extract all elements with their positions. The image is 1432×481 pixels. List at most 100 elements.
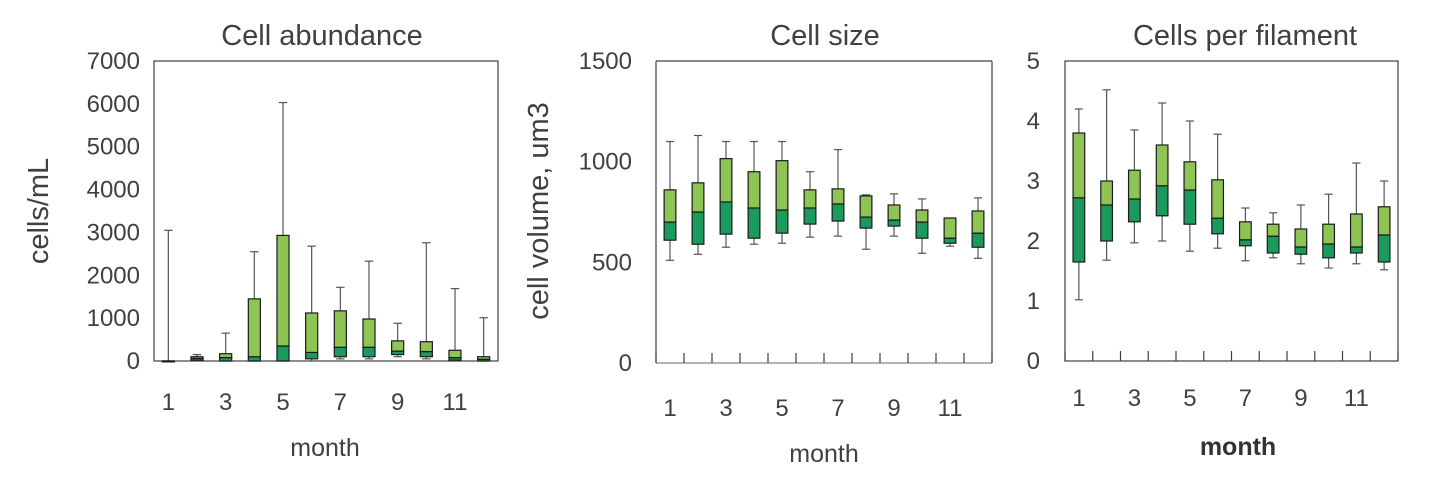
box-upper <box>161 360 175 363</box>
box-upper <box>1072 132 1086 199</box>
box-month-2 <box>1100 89 1114 261</box>
box-upper <box>887 204 901 221</box>
y-tick-label: 2 <box>1027 228 1040 255</box>
box-upper <box>1183 161 1197 191</box>
x-tick-label: 7 <box>334 389 347 416</box>
y-tick-label: 1000 <box>579 149 632 176</box>
box-lower <box>1100 204 1114 242</box>
box-lower <box>1211 217 1225 235</box>
box-month-11 <box>1349 162 1363 265</box>
box-month-11 <box>448 287 462 362</box>
box-upper <box>448 349 462 359</box>
box-lower <box>1377 234 1391 263</box>
box-upper <box>362 318 376 348</box>
box-lower <box>943 237 957 244</box>
box-lower <box>1349 246 1363 254</box>
y-tick-label: 2000 <box>87 262 140 289</box>
box-upper <box>747 171 761 209</box>
x-tick-marks <box>655 353 993 363</box>
box-lower <box>1127 198 1141 223</box>
x-tick-label: 3 <box>1128 385 1141 412</box>
box-series <box>663 134 985 261</box>
box-lower <box>747 207 761 239</box>
box-lower <box>887 219 901 227</box>
box-month-7 <box>831 148 845 237</box>
x-tick-label: 3 <box>719 395 732 422</box>
y-tick-label: 3 <box>1027 168 1040 195</box>
y-tick-labels: 0 500 1000 1500 <box>579 48 632 377</box>
box-month-6 <box>803 171 817 238</box>
box-lower <box>915 221 929 239</box>
box-month-12 <box>971 197 985 259</box>
x-tick-labels: 1 3 5 7 9 11 <box>162 389 468 416</box>
box-month-3 <box>219 332 233 362</box>
box-lower <box>1238 239 1252 247</box>
box-month-10 <box>419 242 433 360</box>
box-upper <box>1155 144 1169 187</box>
box-upper <box>1349 213 1363 248</box>
plot-frame <box>153 60 499 362</box>
box-upper <box>1100 180 1114 206</box>
box-lower <box>775 209 789 234</box>
box-lower <box>1183 189 1197 225</box>
x-tick-label: 1 <box>162 389 175 416</box>
box-month-3 <box>1127 129 1141 244</box>
box-month-1 <box>1072 108 1086 301</box>
x-tick-labels: 1 3 5 7 9 11 <box>663 395 962 422</box>
box-lower <box>831 203 845 222</box>
box-lower <box>333 346 347 358</box>
box-month-12 <box>1377 180 1391 271</box>
x-tick-label: 7 <box>831 395 844 422</box>
box-series <box>1072 89 1391 301</box>
box-upper <box>333 310 347 348</box>
box-upper <box>691 182 705 213</box>
box-lower <box>247 356 261 362</box>
y-tick-label: 3000 <box>87 219 140 246</box>
box-month-5 <box>276 101 290 362</box>
y-tick-labels: 0 1 2 3 4 5 <box>1027 48 1040 375</box>
box-lower <box>419 350 433 358</box>
chart-title: Cell abundance <box>221 20 423 52</box>
box-lower <box>1266 235 1280 254</box>
x-tick-labels: 1 3 5 7 9 11 <box>1072 385 1369 412</box>
box-month-10 <box>1322 193 1336 269</box>
chart-cell-size: Cell size cell volume, um3 month 0 500 100… <box>523 20 993 468</box>
box-upper <box>831 188 845 205</box>
box-month-1 <box>161 229 175 363</box>
box-upper <box>775 160 789 211</box>
box-month-2 <box>190 353 204 362</box>
chart-title: Cell size <box>770 20 880 52</box>
box-upper <box>971 210 985 234</box>
box-month-8 <box>1266 212 1280 259</box>
y-tick-label: 0 <box>619 350 632 377</box>
box-lower <box>1322 243 1336 259</box>
y-tick-label: 5 <box>1027 48 1040 75</box>
box-month-4 <box>747 140 761 245</box>
y-tick-label: 5000 <box>87 134 140 161</box>
box-upper <box>219 353 233 359</box>
y-tick-label: 7000 <box>87 48 140 75</box>
box-lower <box>1072 197 1086 263</box>
x-tick-label: 9 <box>391 389 404 416</box>
box-month-8 <box>362 260 376 360</box>
y-axis-label: cells/mL <box>23 158 55 264</box>
box-lower <box>663 221 677 241</box>
box-lower <box>276 345 290 362</box>
box-month-8 <box>859 194 873 250</box>
box-month-6 <box>305 245 319 362</box>
y-tick-label: 1500 <box>579 48 632 75</box>
box-month-3 <box>719 140 733 248</box>
box-month-11 <box>943 217 957 247</box>
box-upper <box>391 340 405 352</box>
x-tick-label: 3 <box>219 389 232 416</box>
x-tick-marks <box>1064 351 1399 361</box>
y-tick-label: 500 <box>592 249 632 276</box>
box-upper <box>477 356 491 360</box>
box-month-5 <box>775 140 789 244</box>
y-axis-label: cell volume, um3 <box>523 102 555 320</box>
box-month-12 <box>477 317 491 362</box>
x-axis-label: month <box>1200 433 1276 461</box>
box-month-9 <box>1294 204 1308 265</box>
box-lower <box>971 232 985 248</box>
